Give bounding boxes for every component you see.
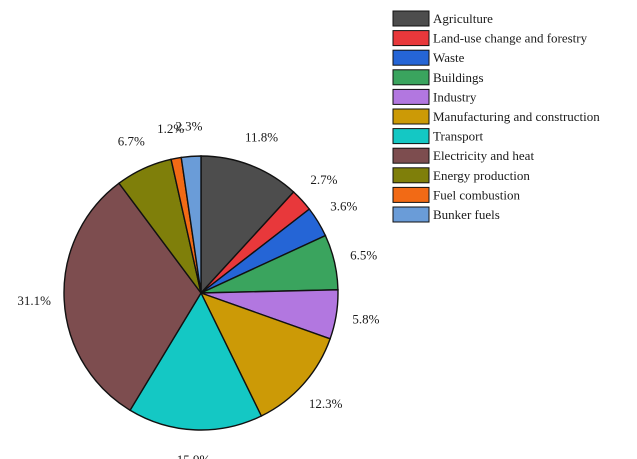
pie-slice-transport	[129, 291, 263, 431]
pie-label-land-use-change-and-forestry: 2.7%	[310, 172, 337, 187]
pie-label-electricity-and-heat: 31.1%	[17, 293, 51, 308]
legend-swatch	[392, 147, 430, 164]
legend-label: Industry	[433, 89, 477, 104]
legend-swatch	[392, 206, 430, 223]
pie-slice-agriculture	[200, 155, 295, 295]
legend-swatch	[392, 49, 430, 66]
pie-slices	[63, 155, 339, 431]
legend-swatch	[392, 30, 430, 47]
legend-swatch	[392, 167, 430, 184]
legend-swatch	[392, 186, 430, 203]
legend-label: Agriculture	[433, 11, 493, 26]
pie-label-energy-production: 6.7%	[118, 133, 145, 148]
pie-label-waste: 3.6%	[330, 198, 357, 213]
pie-labels: 11.8% 2.7% 3.6% 6.5% 5.8% 12.3% 15.9% 31.1% 6.7%…	[17, 118, 379, 459]
legend-label: Transport	[433, 129, 483, 144]
legend-swatch	[392, 69, 430, 86]
legend-label: Manufacturing and construction	[433, 109, 600, 124]
pie-label-manufacturing-and-construction: 12.3%	[309, 396, 343, 411]
legend-label: Energy production	[433, 168, 530, 183]
pie-slice-manufacturing-and-construction	[199, 291, 331, 417]
pie-label-bunker-fuels: 2.3%	[175, 118, 202, 133]
legend-swatch	[392, 88, 430, 105]
legend-swatch	[392, 10, 430, 27]
legend-label: Land-use change and forestry	[433, 31, 588, 46]
legend-label: Electricity and heat	[433, 148, 534, 163]
pie-label-transport: 15.9%	[177, 452, 211, 459]
pie-slice-electricity-and-heat	[63, 182, 202, 412]
pie-label-fuel-combustion: 1.2%	[157, 121, 184, 136]
pie-slice-bunker-fuels	[180, 155, 202, 294]
legend-swatch	[392, 128, 430, 145]
legend-label: Bunker fuels	[433, 207, 500, 222]
legend-swatch	[392, 108, 430, 125]
legend: Agriculture Land-use change and forestry W…	[392, 10, 600, 223]
pie-label-buildings: 6.5%	[350, 247, 377, 262]
pie-label-industry: 5.8%	[352, 311, 379, 326]
legend-label: Buildings	[433, 70, 484, 85]
legend-label: Fuel combustion	[433, 187, 521, 202]
legend-label: Waste	[433, 50, 465, 65]
pie-label-agriculture: 11.8%	[245, 129, 278, 144]
